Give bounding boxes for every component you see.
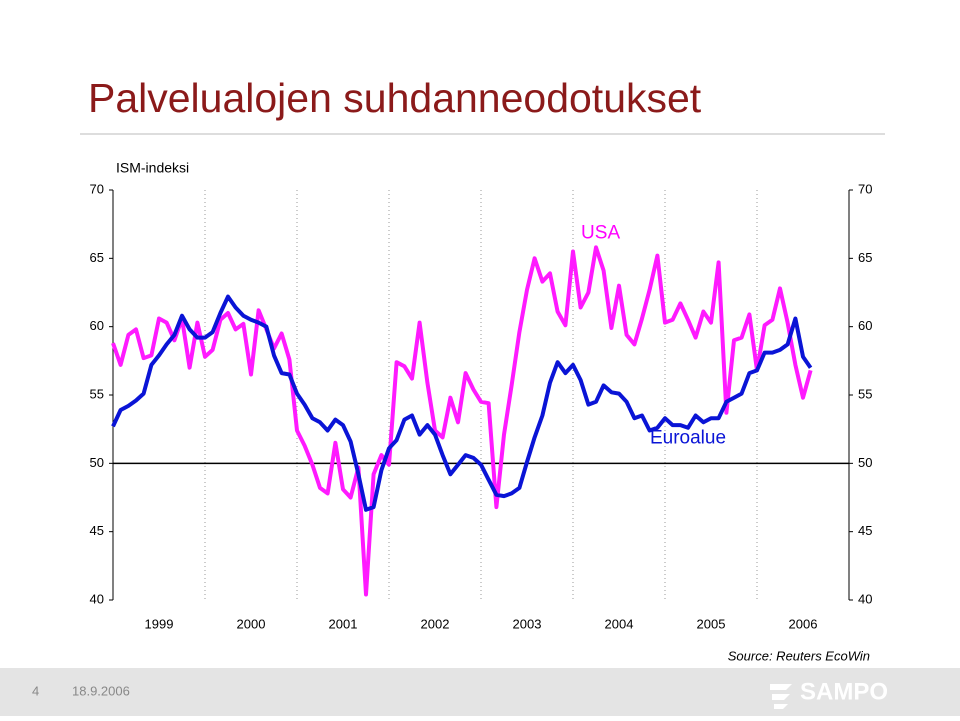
chart-title: Palvelualojen suhdanneodotukset — [88, 75, 702, 121]
y-tick-label: 55 — [90, 386, 104, 401]
y2-tick-label: 45 — [858, 523, 872, 538]
x-tick-label: 1999 — [145, 616, 174, 631]
y-tick-label: 60 — [90, 318, 104, 333]
y-tick-label: 45 — [90, 523, 104, 538]
y2-tick-label: 60 — [858, 318, 872, 333]
x-tick-label: 2000 — [237, 616, 266, 631]
y2-tick-label: 65 — [858, 250, 872, 265]
series-line — [111, 245, 813, 597]
y-tick-label: 70 — [90, 181, 104, 196]
x-tick-label: 2004 — [605, 616, 634, 631]
logo-mark — [770, 684, 792, 709]
y-tick-label: 65 — [90, 250, 104, 265]
y2-tick-label: 55 — [858, 386, 872, 401]
y-axis-label: ISM-indeksi — [116, 160, 189, 176]
x-tick-label: 2003 — [513, 616, 542, 631]
footer-bar — [0, 668, 960, 716]
y-tick-label: 40 — [90, 591, 104, 606]
source: Source: Reuters EcoWin — [728, 648, 870, 663]
y-tick-label: 50 — [90, 455, 104, 470]
x-tick-label: 2006 — [789, 616, 818, 631]
y2-tick-label: 40 — [858, 591, 872, 606]
footer-date: 18.9.2006 — [72, 683, 130, 698]
annotation: USA — [581, 223, 620, 244]
y2-tick-label: 70 — [858, 181, 872, 196]
x-tick-label: 2001 — [329, 616, 358, 631]
x-tick-label: 2005 — [697, 616, 726, 631]
logo: SAMPO — [770, 678, 888, 709]
page-number: 4 — [32, 683, 39, 698]
y2-tick-label: 50 — [858, 455, 872, 470]
series-line — [111, 294, 813, 512]
x-tick-label: 2002 — [421, 616, 450, 631]
annotation: Euroalue — [650, 428, 726, 449]
logo-text: SAMPO — [800, 678, 888, 705]
